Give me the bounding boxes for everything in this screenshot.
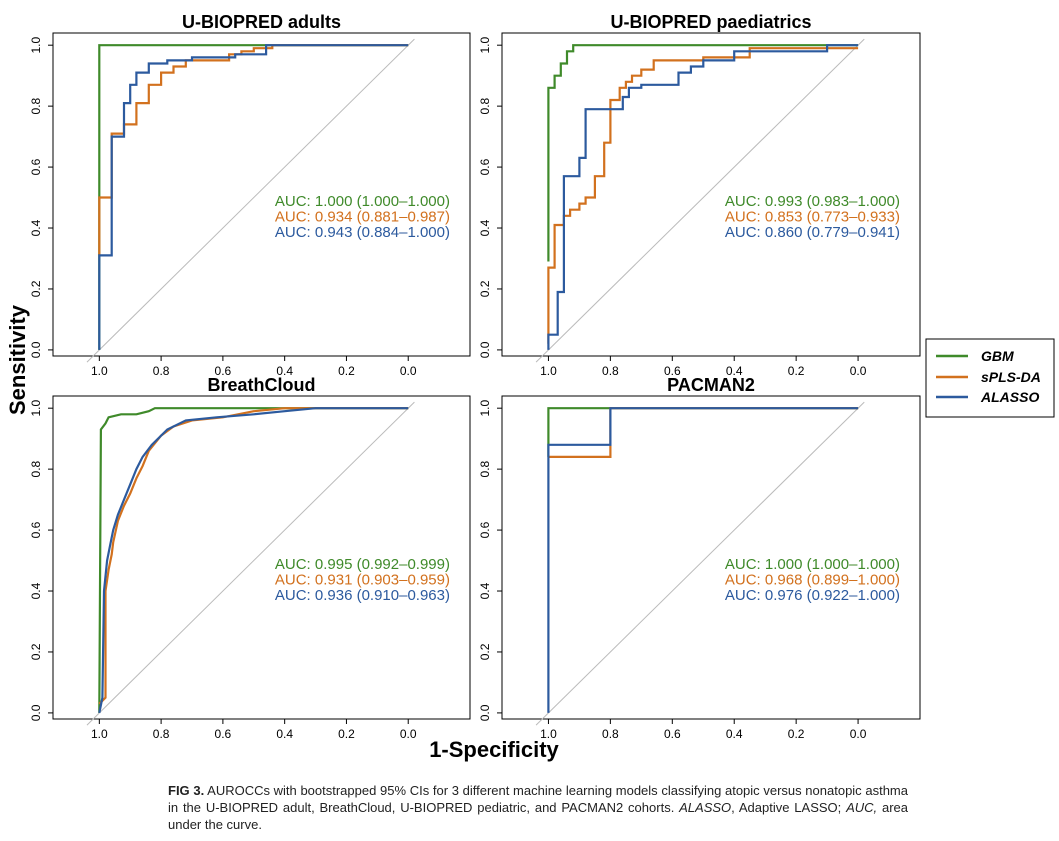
panel-breathcloud-series-gbm [98, 407, 409, 713]
panel-pacman2-auc-spls-da: AUC: 0.968 (0.899–1.000) [725, 572, 900, 589]
panel-breathcloud-y-tick-label: 0.0 [29, 704, 43, 721]
panel-u-biopred-adults-x-tick-label: 0.0 [400, 364, 417, 378]
caption-abbr-auc: AUC, [846, 800, 878, 815]
panel-u-biopred-adults-x-tick-label: 0.2 [338, 364, 355, 378]
y-axis-label: Sensitivity [5, 304, 30, 415]
panel-u-biopred-paediatrics: U-BIOPRED paediatrics 1.0 0.8 0.6 0.4 0.2 0.0 0… [478, 12, 921, 378]
panel-pacman2-series-gbm [547, 407, 859, 457]
panel-u-biopred-paediatrics-series-gbm [547, 44, 859, 262]
panel-u-biopred-paediatrics-reference-diagonal [535, 38, 865, 363]
x-axis-label: 1-Specificity [429, 737, 559, 762]
panel-pacman2-series-alasso [547, 407, 859, 713]
panel-u-biopred-paediatrics-x-tick-label: 0.0 [850, 364, 867, 378]
panel-pacman2-x-tick-label: 0.4 [726, 727, 743, 741]
panel-breathcloud-x-tick-label: 0.2 [338, 727, 355, 741]
panel-breathcloud-auc-alasso: AUC: 0.936 (0.910–0.963) [275, 587, 450, 604]
panel-u-biopred-paediatrics-series-spls-da [547, 47, 859, 344]
caption-text-2: , Adaptive LASSO; [731, 800, 847, 815]
panel-pacman2-title: PACMAN2 [667, 375, 755, 395]
panel-pacman2-y-tick-label: 1.0 [478, 400, 492, 417]
panel-u-biopred-paediatrics-y-tick-label: 0.4 [478, 219, 492, 236]
panel-breathcloud: BreathCloud 1.0 0.8 0.6 0.4 0.2 0.0 0.0 0.2 0.4 0.… [29, 375, 471, 741]
panel-breathcloud-y-tick-label: 0.6 [29, 521, 43, 538]
panel-u-biopred-paediatrics-y-tick-label: 0.6 [478, 158, 492, 175]
panel-breathcloud-y-tick-label: 1.0 [29, 400, 43, 417]
panel-u-biopred-adults-y-tick-label: 1.0 [29, 37, 43, 54]
panel-u-biopred-adults-title: U-BIOPRED adults [182, 12, 341, 32]
panel-u-biopred-adults-auc-alasso: AUC: 0.943 (0.884–1.000) [275, 224, 450, 241]
legend-label-alasso: ALASSO [980, 389, 1039, 405]
panel-pacman2-y-tick-label: 0.4 [478, 582, 492, 599]
panel-breathcloud-x-tick-label: 0.0 [400, 727, 417, 741]
panel-breathcloud-title: BreathCloud [208, 375, 316, 395]
panel-pacman2-auc-gbm: AUC: 1.000 (1.000–1.000) [725, 556, 900, 573]
panel-u-biopred-adults-x-tick-label: 0.8 [153, 364, 170, 378]
panel-u-biopred-paediatrics-title: U-BIOPRED paediatrics [610, 12, 811, 32]
panel-u-biopred-paediatrics-x-tick-label: 0.6 [664, 364, 681, 378]
panel-breathcloud-x-tick-label: 0.6 [215, 727, 232, 741]
panel-u-biopred-adults-x-tick-label: 1.0 [91, 364, 108, 378]
panel-breathcloud-auc-spls-da: AUC: 0.931 (0.903–0.959) [275, 572, 450, 589]
panel-u-biopred-paediatrics-x-tick-label: 1.0 [540, 364, 557, 378]
panel-u-biopred-adults-auc-gbm: AUC: 1.000 (1.000–1.000) [275, 193, 450, 210]
panel-u-biopred-paediatrics-y-tick-label: 1.0 [478, 37, 492, 54]
panel-breathcloud-x-tick-label: 0.4 [276, 727, 293, 741]
panel-pacman2-reference-diagonal [535, 401, 865, 726]
panel-pacman2-x-tick-label: 0.6 [664, 727, 681, 741]
panel-u-biopred-paediatrics-auc-gbm: AUC: 0.993 (0.983–1.000) [725, 193, 900, 210]
panel-pacman2-y-tick-label: 0.8 [478, 460, 492, 477]
legend-label-spls-da: sPLS-DA [981, 369, 1041, 385]
caption-abbr-alasso: ALASSO [679, 800, 732, 815]
panel-breathcloud-series-alasso [98, 407, 409, 714]
panel-pacman2-x-tick-label: 0.8 [602, 727, 619, 741]
panel-u-biopred-paediatrics-x-tick-label: 0.2 [788, 364, 805, 378]
panel-u-biopred-paediatrics-auc-alasso: AUC: 0.860 (0.779–0.941) [725, 224, 900, 241]
panel-breathcloud-y-tick-label: 0.2 [29, 643, 43, 660]
roc-figure: Sensitivity 1-Specificity GBM sPLS-DA AL… [5, 12, 1055, 762]
panel-u-biopred-adults-y-tick-label: 0.8 [29, 97, 43, 114]
legend-label-gbm: GBM [981, 348, 1014, 364]
panel-breathcloud-reference-diagonal [86, 401, 415, 726]
panel-u-biopred-paediatrics-x-tick-label: 0.4 [726, 364, 743, 378]
panel-u-biopred-adults-y-tick-label: 0.2 [29, 280, 43, 297]
caption-text-3: area under the curve. [168, 800, 908, 832]
panel-breathcloud-auc-gbm: AUC: 0.995 (0.992–0.999) [275, 556, 450, 573]
panel-u-biopred-adults-reference-diagonal [86, 38, 415, 363]
panel-u-biopred-adults-y-tick-label: 0.4 [29, 219, 43, 236]
panel-pacman2-x-tick-label: 1.0 [540, 727, 557, 741]
panel-u-biopred-paediatrics-y-tick-label: 0.8 [478, 97, 492, 114]
legend: GBM sPLS-DA ALASSO [925, 338, 1055, 418]
figure-caption: FIG 3. AUROCCs with bootstrapped 95% CIs… [168, 782, 908, 833]
panel-u-biopred-adults-y-tick-label: 0.6 [29, 158, 43, 175]
panel-pacman2-y-tick-label: 0.0 [478, 704, 492, 721]
panel-u-biopred-adults-y-tick-label: 0.0 [29, 341, 43, 358]
panel-u-biopred-adults-series-alasso [98, 44, 409, 350]
panel-breathcloud-y-tick-label: 0.4 [29, 582, 43, 599]
panel-pacman2-y-tick-label: 0.6 [478, 521, 492, 538]
panel-u-biopred-adults-auc-spls-da: AUC: 0.934 (0.881–0.987) [275, 209, 450, 226]
panel-breathcloud-x-tick-label: 0.8 [153, 727, 170, 741]
panel-pacman2-series-spls-da [548, 407, 859, 458]
panel-u-biopred-paediatrics-auc-spls-da: AUC: 0.853 (0.773–0.933) [725, 209, 900, 226]
panel-pacman2-auc-alasso: AUC: 0.976 (0.922–1.000) [725, 587, 900, 604]
panel-breathcloud-x-tick-label: 1.0 [91, 727, 108, 741]
panel-pacman2-x-tick-label: 0.0 [850, 727, 867, 741]
panel-u-biopred-paediatrics-y-tick-label: 0.0 [478, 341, 492, 358]
panel-u-biopred-paediatrics-x-tick-label: 0.8 [602, 364, 619, 378]
caption-fig-label: FIG 3. [168, 783, 205, 798]
caption-text-1: AUROCCs with bootstrapped 95% CIs for 3 … [168, 783, 908, 815]
panel-pacman2: PACMAN2 1.0 0.8 0.6 0.4 0.2 0.0 0.0 0.2 0.4 0.6 0.8… [478, 375, 921, 741]
panel-pacman2-y-tick-label: 0.2 [478, 643, 492, 660]
panel-u-biopred-paediatrics-y-tick-label: 0.2 [478, 280, 492, 297]
panel-u-biopred-adults: U-BIOPRED adults 1.0 0.8 0.6 0.4 0.2 0.0 0.0 0.2… [29, 12, 471, 378]
panel-u-biopred-adults-x-tick-label: 0.4 [276, 364, 293, 378]
panel-breathcloud-y-tick-label: 0.8 [29, 460, 43, 477]
panel-u-biopred-adults-x-tick-label: 0.6 [215, 364, 232, 378]
panel-u-biopred-paediatrics-series-alasso [547, 44, 859, 350]
panel-pacman2-x-tick-label: 0.2 [788, 727, 805, 741]
